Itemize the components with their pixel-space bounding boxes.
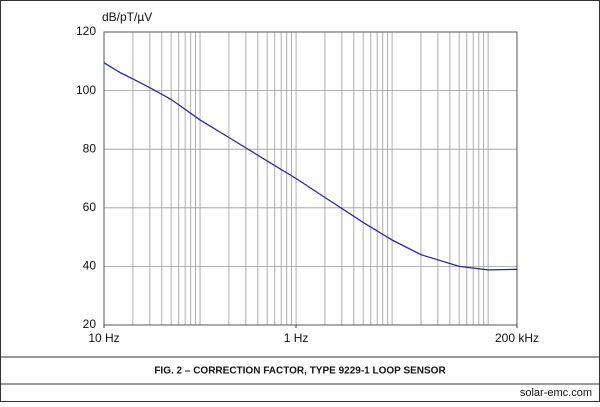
x-tick-label: 10 Hz <box>88 331 119 345</box>
plot-area <box>103 31 518 326</box>
y-tick-label: 40 <box>83 259 97 273</box>
y-tick-label: 20 <box>83 317 97 331</box>
x-tick-label: 200 kHz <box>495 331 539 345</box>
y-tick-label: 100 <box>76 83 96 97</box>
y-tick-label: 80 <box>83 141 97 155</box>
y-axis-label: dB/pT/µV <box>102 10 152 24</box>
source: solar-emc.com <box>520 387 592 399</box>
caption: FIG. 2 – CORRECTION FACTOR, TYPE 9229-1 … <box>154 366 446 377</box>
x-tick-label: 1 Hz <box>284 331 309 345</box>
line <box>103 62 518 271</box>
y-tick-label: 120 <box>76 24 96 38</box>
y-tick-label: 60 <box>83 200 97 214</box>
